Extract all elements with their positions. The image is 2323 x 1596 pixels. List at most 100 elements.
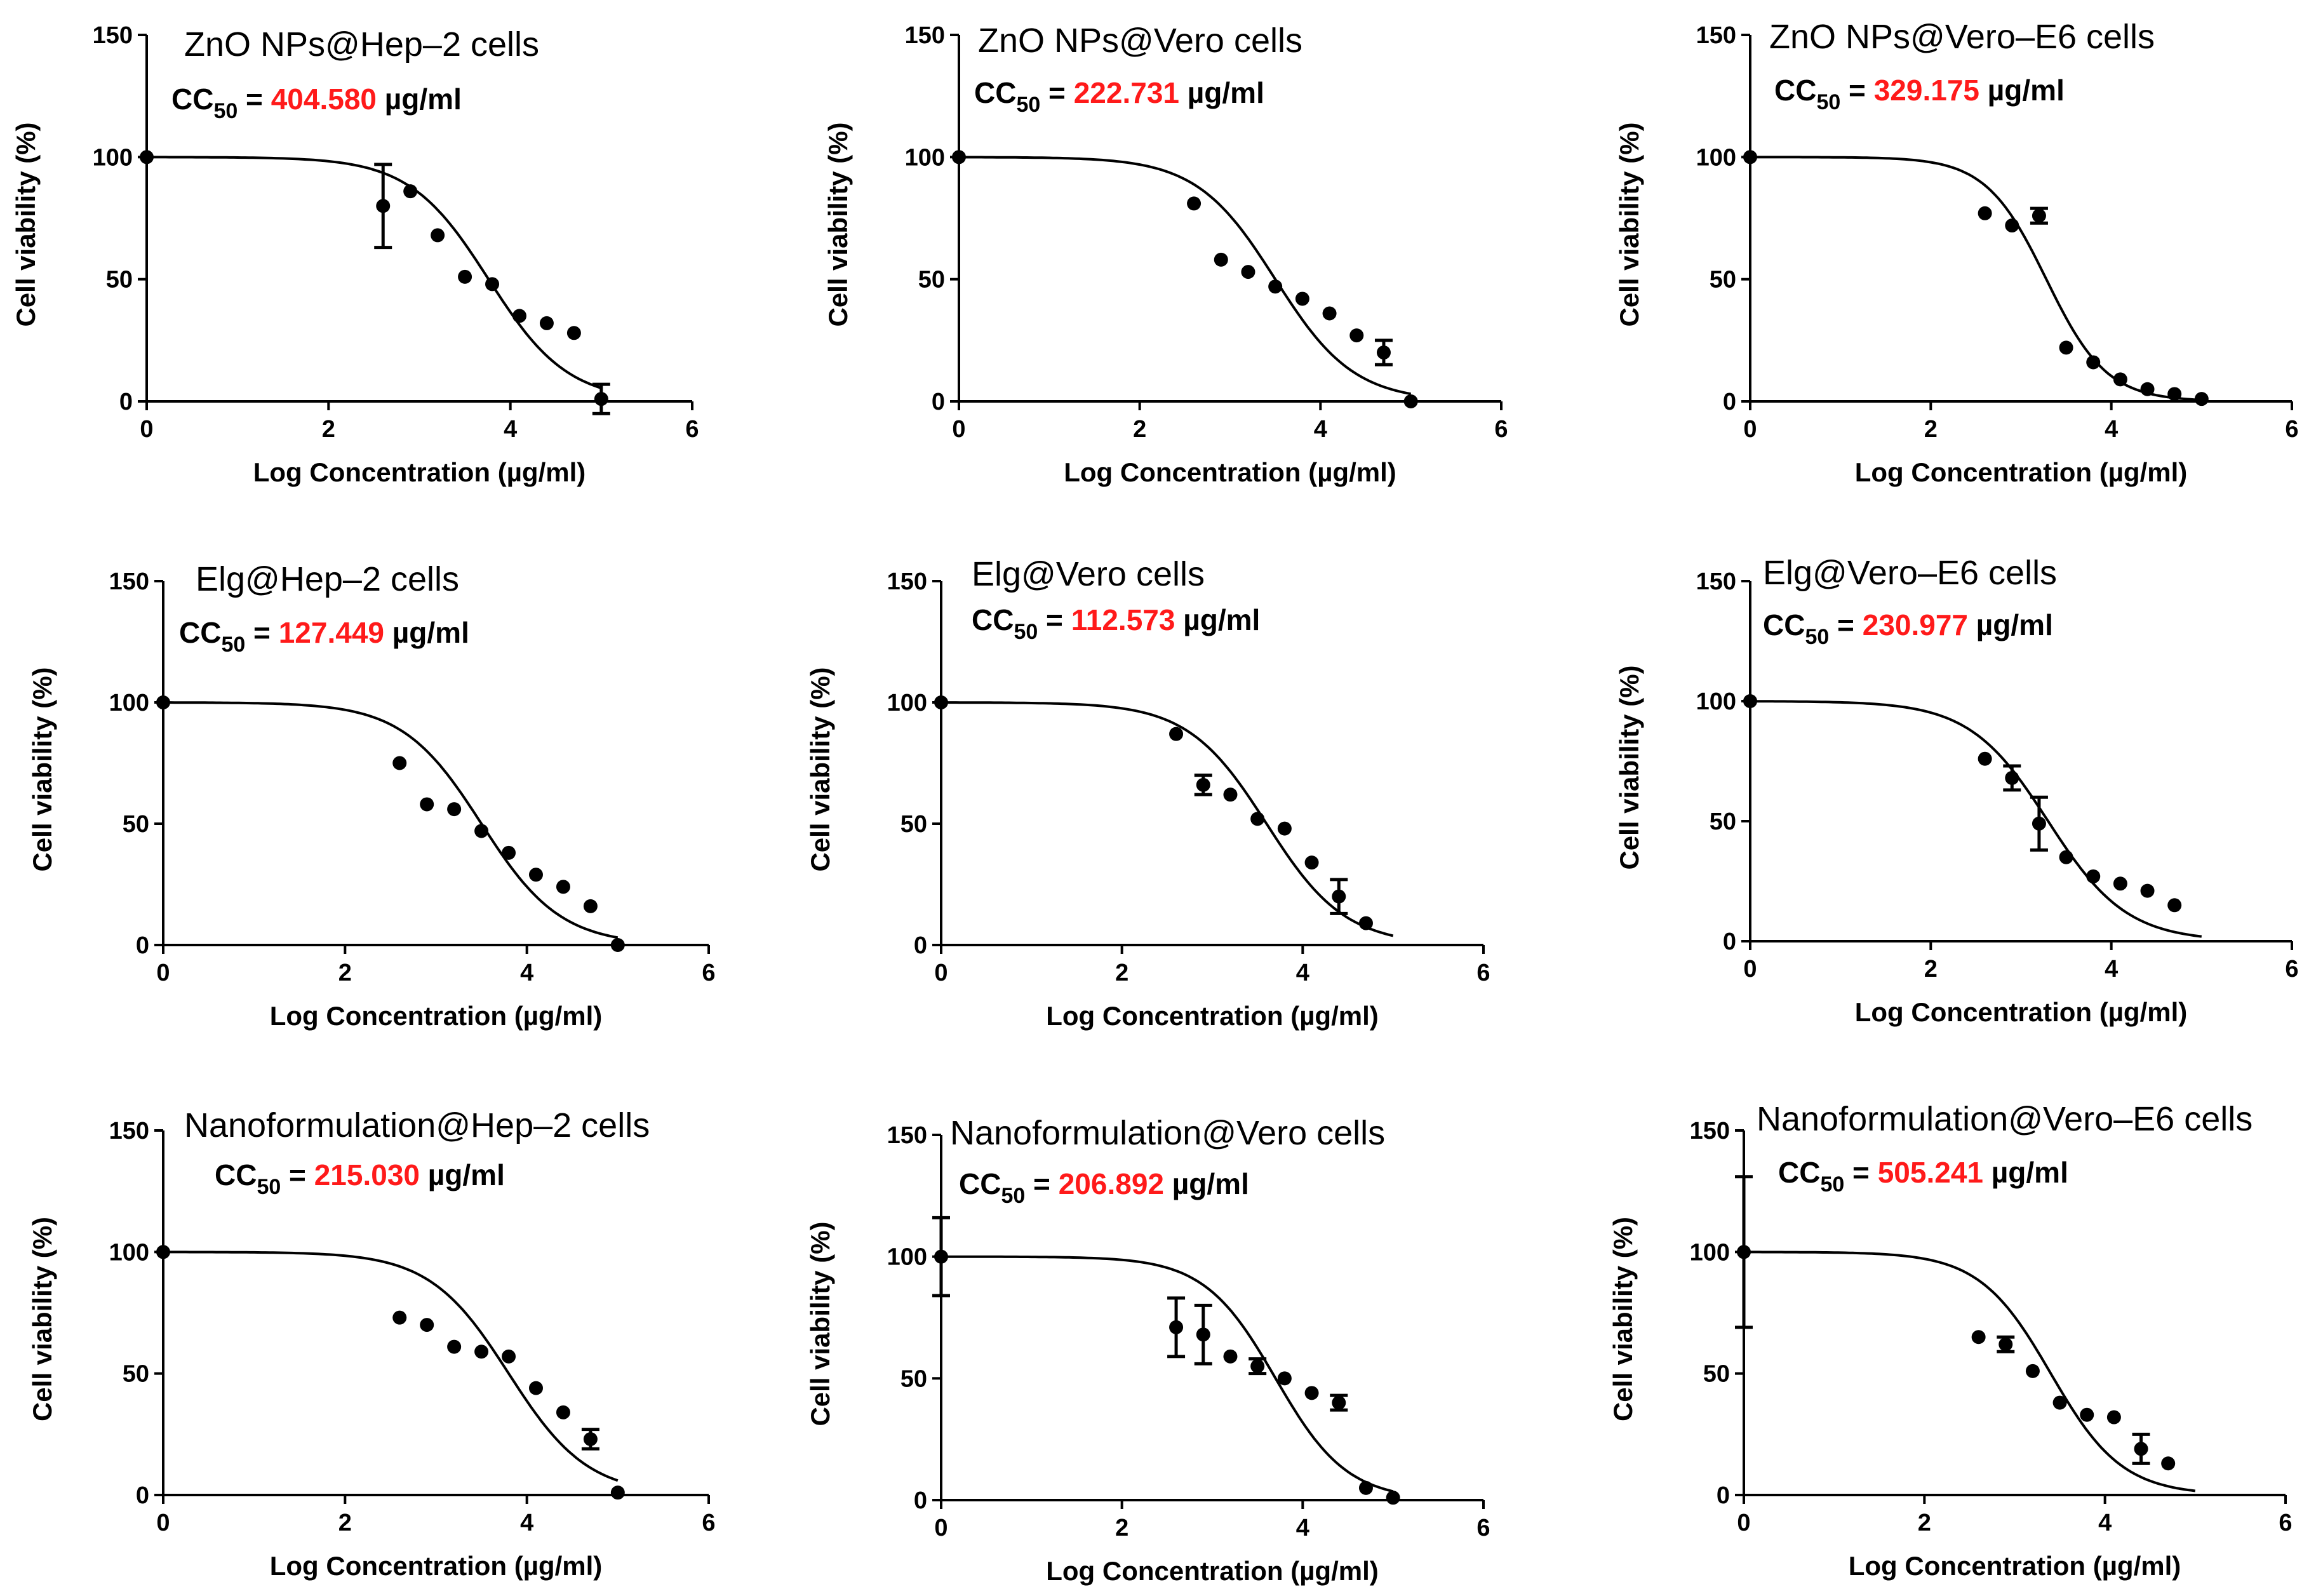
data-point <box>934 1249 948 1264</box>
data-point <box>474 1345 489 1359</box>
cc50-annotation: CC50 = 230.977 µg/ml <box>1763 608 2053 649</box>
data-point <box>420 797 434 812</box>
x-tick-label: 4 <box>2105 956 2118 982</box>
x-axis-label: Log Concentration (µg/ml) <box>1046 1001 1378 1031</box>
y-axis-label: Cell viability (%) <box>805 1221 835 1426</box>
data-point <box>2080 1407 2094 1422</box>
cc50-equals: = <box>238 83 271 116</box>
x-tick-label: 4 <box>1296 1515 1309 1541</box>
data-point <box>952 150 966 164</box>
x-tick-label: 4 <box>2098 1510 2112 1536</box>
x-tick-label: 2 <box>1133 416 1146 443</box>
chart-title: Elg@Hep–2 cells <box>196 560 459 598</box>
x-tick-label: 4 <box>520 960 533 986</box>
data-point <box>1332 1395 1346 1410</box>
data-point <box>2005 218 2019 233</box>
y-tick-label: 100 <box>887 690 927 716</box>
cc50-annotation: CC50 = 505.241 µg/ml <box>1778 1156 2068 1197</box>
y-tick-label: 150 <box>905 22 945 49</box>
y-tick-label: 50 <box>123 1361 149 1388</box>
data-point <box>2194 392 2209 406</box>
cc50-equals: = <box>1038 603 1071 636</box>
data-point <box>1214 252 1228 267</box>
y-tick-label: 0 <box>136 932 149 959</box>
cc50-label: CC <box>972 603 1014 636</box>
y-tick-label: 100 <box>1690 1239 1730 1266</box>
x-axis-label: Log Concentration (µg/ml) <box>1855 457 2187 487</box>
x-tick-label: 0 <box>934 1515 947 1541</box>
cc50-label: CC <box>1774 74 1816 107</box>
data-point <box>934 695 948 709</box>
cc50-equals: = <box>1025 1167 1058 1200</box>
x-tick-label: 6 <box>2285 416 2298 443</box>
data-point <box>556 1405 570 1419</box>
x-tick-label: 2 <box>322 416 335 443</box>
y-tick-label: 100 <box>109 1239 149 1266</box>
cc50-subscript: 50 <box>257 1175 281 1199</box>
cc50-value: 404.580 <box>271 83 377 116</box>
y-tick-label: 50 <box>900 811 927 838</box>
cc50-subscript: 50 <box>1805 625 1829 649</box>
chart-title: ZnO NPs@Vero–E6 cells <box>1769 18 2155 56</box>
data-point <box>2059 850 2073 864</box>
data-point <box>1196 777 1210 792</box>
cc50-value: 127.449 <box>279 616 384 649</box>
x-tick-label: 4 <box>504 416 517 443</box>
fit-curve <box>163 1251 619 1482</box>
data-point <box>1737 1245 1751 1259</box>
data-point <box>556 880 570 894</box>
y-tick-label: 0 <box>1723 929 1736 955</box>
data-point <box>2140 382 2155 396</box>
data-point <box>447 802 462 817</box>
cc50-value: 222.731 <box>1074 76 1179 109</box>
y-axis-label: Cell viability (%) <box>11 122 41 326</box>
y-tick-label: 0 <box>914 932 927 959</box>
data-point <box>528 1381 543 1395</box>
chart-panel-8: 0 2 4 6 0 50 100 150 Log Concentration (µg/ml) Ce… <box>805 1114 1490 1586</box>
x-axis-label: Log Concentration (µg/ml) <box>1064 457 1396 487</box>
cc50-equals: = <box>1844 1156 1877 1189</box>
chart-panel-3: 0 2 4 6 0 50 100 150 Log Concentration (µg/ml) Ce… <box>1614 18 2299 487</box>
x-tick-label: 0 <box>952 416 965 443</box>
y-tick-label: 0 <box>1717 1482 1730 1509</box>
data-point <box>392 756 407 770</box>
data-point <box>2052 1395 2067 1410</box>
x-axis-label: Log Concentration (µg/ml) <box>253 457 586 487</box>
cc50-unit: µg/ml <box>1983 1156 2068 1189</box>
y-axis-label: Cell viability (%) <box>1614 122 1644 326</box>
cc50-label: CC <box>959 1167 1001 1200</box>
cc50-annotation: CC50 = 329.175 µg/ml <box>1774 74 2065 114</box>
x-tick-label: 6 <box>702 1510 715 1536</box>
cc50-label: CC <box>215 1158 257 1191</box>
chart-panel-2: 0 2 4 6 0 50 100 150 Log Concentration (µg/ml) Ce… <box>823 22 1508 487</box>
cc50-unit: µg/ml <box>420 1158 505 1191</box>
fit-curve <box>147 156 602 389</box>
x-axis-label: Log Concentration (µg/ml) <box>1849 1551 2181 1581</box>
x-axis-label: Log Concentration (µg/ml) <box>1855 997 2187 1027</box>
x-tick-label: 2 <box>1115 960 1128 986</box>
data-point <box>1250 1359 1265 1374</box>
cc50-label: CC <box>974 76 1016 109</box>
data-point <box>1223 1349 1238 1364</box>
data-point <box>1187 196 1202 211</box>
data-point <box>2086 869 2101 883</box>
data-point <box>1241 265 1255 279</box>
data-point <box>1386 1491 1400 1505</box>
y-tick-label: 0 <box>914 1487 927 1514</box>
cc50-equals: = <box>1840 74 1873 107</box>
data-point <box>140 150 154 164</box>
data-point <box>1295 292 1309 306</box>
cc50-unit: µg/ml <box>1968 608 2053 641</box>
y-axis-label: Cell viability (%) <box>1614 665 1644 869</box>
data-point <box>502 845 516 860</box>
data-point <box>528 868 543 882</box>
data-point <box>485 277 500 292</box>
cc50-value: 505.241 <box>1878 1156 1983 1189</box>
data-point <box>403 184 418 199</box>
cc50-subscript: 50 <box>221 633 245 657</box>
cc50-label: CC <box>1778 1156 1820 1189</box>
cc50-label: CC <box>171 83 213 116</box>
cc50-equals: = <box>1829 608 1862 641</box>
data-point <box>1277 821 1292 836</box>
